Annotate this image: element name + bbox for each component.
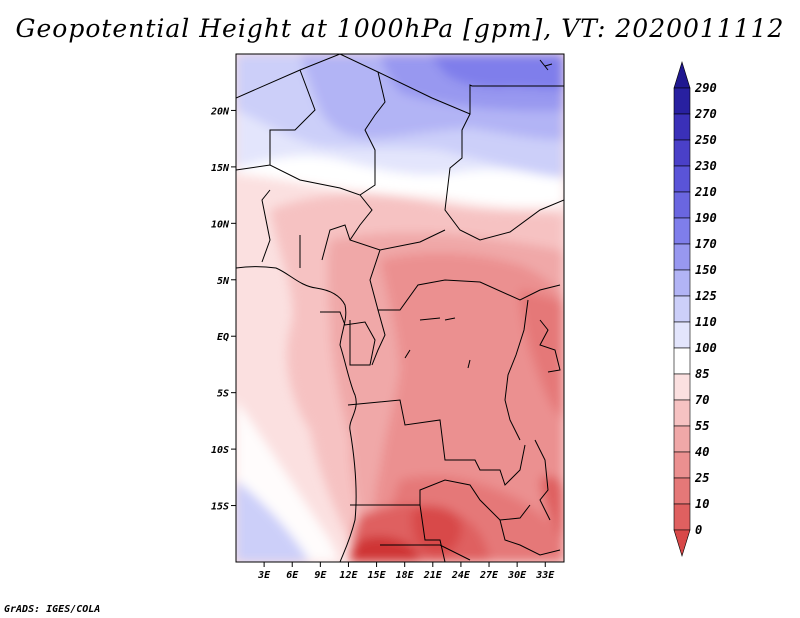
- colorbar-label: 230: [694, 159, 717, 173]
- border-n4: [377, 71, 564, 115]
- x-tick-label: 24E: [451, 570, 471, 581]
- border-c1: [369, 249, 561, 311]
- colorbar-segment: [673, 425, 691, 453]
- map-title: Geopotential Height at 1000hPa [gpm], VT…: [15, 14, 785, 43]
- colorbar-label: 270: [694, 107, 717, 121]
- field-blue-sw-top: [236, 480, 310, 562]
- colorbar-label: 150: [695, 263, 717, 277]
- x-tick-label: 9E: [314, 570, 327, 581]
- colorbar-segment: [673, 399, 691, 427]
- border-s3: [419, 479, 531, 521]
- colorbar-segment: [673, 243, 691, 271]
- border-n6: [236, 164, 373, 241]
- field-red-east: [520, 290, 564, 420]
- colorbar-segment: [673, 191, 691, 219]
- x-tick-label: 33E: [535, 570, 555, 581]
- y-tick-label: 20N: [210, 106, 230, 117]
- colorbar-label: 0: [695, 523, 702, 537]
- colorbar-segment: [673, 60, 691, 89]
- border-s6: [380, 544, 471, 561]
- border-e1: [539, 319, 561, 373]
- border-c3: [371, 309, 386, 366]
- x-tick-label: 27E: [479, 570, 499, 581]
- x-tick-label: 18E: [396, 570, 415, 581]
- lake-rift: [504, 299, 529, 441]
- map-frame: [235, 53, 565, 563]
- border-c2: [320, 311, 376, 366]
- colorbar-label: 190: [695, 211, 717, 225]
- x-tick-label: 30E: [507, 570, 527, 581]
- border-s2: [350, 504, 446, 562]
- colorbar-segment: [673, 217, 691, 245]
- x-tick-label: 6E: [286, 570, 299, 581]
- colorbar-label: 110: [695, 315, 717, 329]
- border-s5: [534, 439, 551, 521]
- colorbar-label: 100: [695, 341, 717, 355]
- colorbar-segment: [673, 165, 691, 193]
- colorbar-label: 25: [694, 471, 709, 485]
- rivers-lakes: [404, 317, 471, 369]
- field-blue-5: [430, 54, 564, 90]
- colorbar-label: 10: [695, 497, 709, 511]
- border-n5: [444, 113, 564, 241]
- field-white-band: [236, 155, 564, 208]
- colorbar-segment: [673, 269, 691, 297]
- colorbar-label: 170: [695, 237, 717, 251]
- colorbar-segment: [673, 373, 691, 401]
- field-red-6: [411, 505, 462, 556]
- y-tick-label: EQ: [217, 332, 229, 343]
- border-n3: [339, 54, 386, 196]
- colorbar-segment: [673, 477, 691, 505]
- colorbar-label: 125: [695, 289, 717, 303]
- colorbar-segment: [673, 451, 691, 479]
- colorbar-label: 55: [695, 419, 709, 433]
- y-tick-label: 5N: [217, 276, 230, 287]
- colorbar-segment: [673, 87, 691, 115]
- coastlines-borders: [236, 54, 564, 562]
- border-w2: [299, 224, 446, 268]
- colorbar-label: 210: [694, 185, 717, 199]
- colorbar-label: 70: [695, 393, 709, 407]
- colorbar-segment: [673, 321, 691, 349]
- colorbar-segment: [673, 347, 691, 375]
- geopotential-field: [236, 54, 564, 562]
- colorbar: 2902702502302101901701501251101008570554…: [673, 60, 717, 558]
- border-s4: [499, 519, 561, 556]
- x-tick-label: 21E: [423, 570, 443, 581]
- colorbar-segment: [673, 295, 691, 323]
- footer-credit: GrADS: IGES/COLA: [4, 604, 101, 615]
- x-tick-label: 15E: [368, 570, 387, 581]
- border-n2: [269, 69, 316, 165]
- colorbar-segment: [673, 503, 691, 531]
- border-w1: [261, 189, 271, 263]
- y-tick-label: 15S: [211, 502, 229, 513]
- colorbar-segment: [673, 529, 691, 558]
- x-tick-label: 3E: [257, 570, 271, 581]
- colorbar-segment: [673, 139, 691, 167]
- y-tick-label: 10S: [211, 445, 229, 456]
- x-tick-label: 12E: [339, 570, 358, 581]
- colorbar-label: 85: [695, 367, 709, 381]
- border-s1: [347, 399, 526, 486]
- y-tick-label: 15N: [211, 163, 230, 174]
- colorbar-label: 290: [694, 81, 717, 95]
- y-tick-label: 5S: [217, 389, 229, 400]
- colorbar-label: 40: [695, 445, 709, 459]
- coast-ne: [539, 59, 553, 71]
- axis-ticks: 3E 6E 9E 12E 15E 18E 21E 24E 27E 30E 33E 20N 15N 10N 5…: [210, 106, 555, 581]
- west-coastline: [236, 266, 357, 562]
- colorbar-segment: [673, 113, 691, 141]
- field-red-7: [350, 536, 420, 562]
- colorbar-label: 250: [694, 133, 717, 147]
- y-tick-label: 10N: [211, 219, 230, 230]
